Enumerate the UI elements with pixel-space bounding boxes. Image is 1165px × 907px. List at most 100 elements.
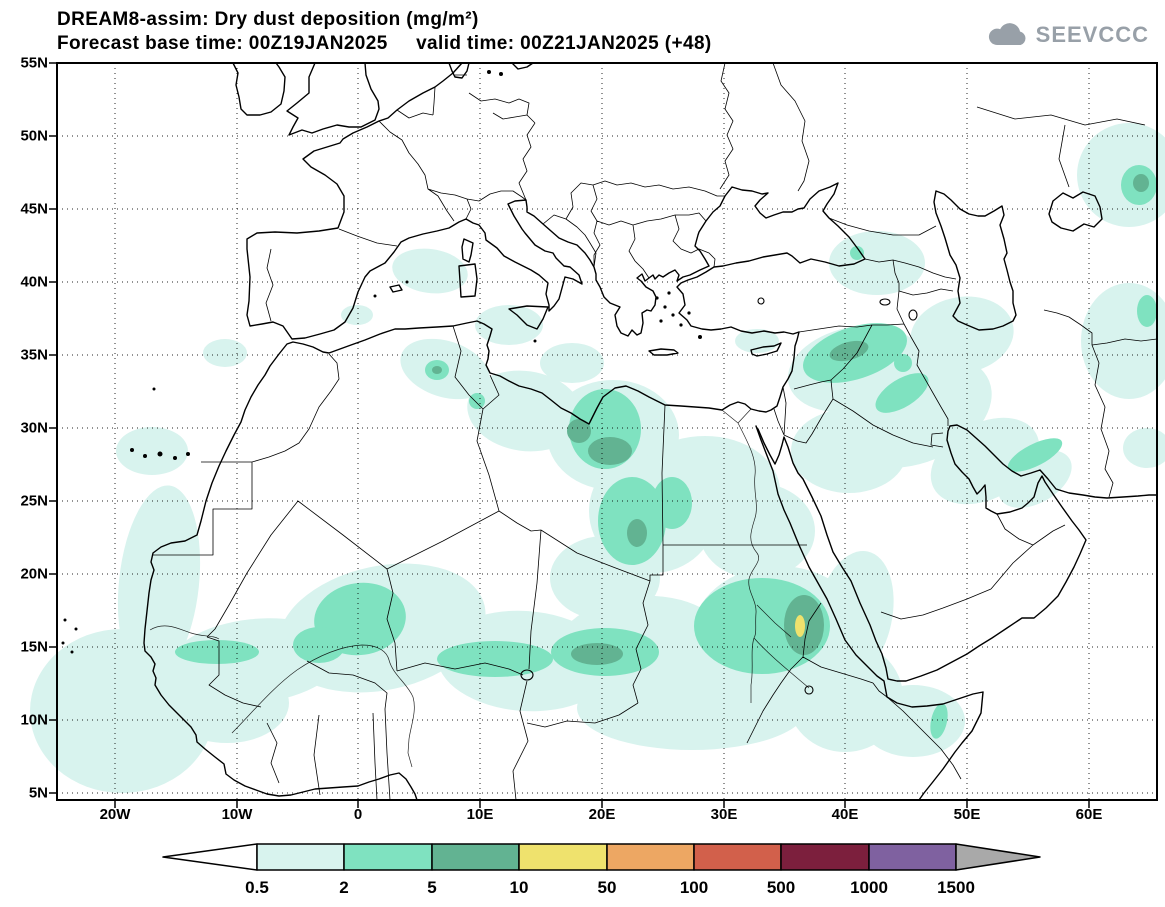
colorbar-segment — [256, 843, 345, 871]
lake-van — [879, 298, 891, 306]
menorca-island — [405, 280, 409, 284]
lon-axis-label: 10E — [466, 806, 494, 823]
cape-verde-island — [63, 618, 67, 622]
madeira-island — [152, 387, 156, 391]
colorbar-label: 100 — [679, 878, 709, 897]
colorbar-segment — [343, 843, 433, 871]
danish-island — [499, 72, 503, 76]
map-plot — [30, 62, 1165, 808]
colorbar-label: 0.5 — [245, 878, 269, 897]
colorbar-label: 50 — [597, 878, 617, 897]
colorbar-segment — [431, 843, 520, 871]
colorbar-segment — [518, 843, 608, 871]
page-title: DREAM8-assim: Dry dust deposition (mg/m²… — [57, 9, 479, 30]
lat-axis-label: 40N — [20, 273, 48, 291]
senegal-river — [149, 625, 220, 640]
lat-axis-label: 50N — [20, 127, 48, 145]
caucasus-borders — [828, 217, 957, 296]
corsica — [461, 238, 474, 263]
aegean-island — [667, 291, 671, 295]
colorbar-label: 1500 — [937, 878, 975, 897]
sardinia — [458, 263, 478, 298]
colorbar-right-arrow — [955, 843, 1041, 871]
cape-verde-island — [61, 641, 65, 645]
lon-axis-label: 20E — [588, 806, 616, 823]
colorbar-segment — [693, 843, 782, 871]
colorbar-label: 5 — [427, 878, 437, 897]
gridlines — [57, 63, 1157, 800]
caspian-sea — [933, 190, 1017, 331]
lat-axis-label: 55N — [20, 54, 48, 72]
lat-axis-label: 15N — [20, 638, 48, 656]
lat-axis-label: 25N — [20, 492, 48, 510]
seevccc-logo: SEEVCCC — [983, 20, 1149, 50]
cape-verde-island — [70, 650, 74, 654]
colorbar-label: 1000 — [850, 878, 888, 897]
red-sea-africa-coastline — [755, 425, 984, 801]
lake-chad — [520, 669, 534, 681]
lon-axis-label: 50E — [953, 806, 981, 823]
middle-east-borders — [773, 290, 1158, 620]
coastlines — [61, 62, 1158, 801]
ibiza-island — [373, 294, 377, 298]
colorbar-label: 10 — [509, 878, 529, 897]
lat-axis-label: 45N — [20, 200, 48, 218]
cape-verde-island — [74, 627, 78, 631]
country-borders — [153, 62, 1158, 801]
aegean-island — [663, 305, 667, 309]
lat-axis-label: 30N — [20, 419, 48, 437]
ireland — [232, 62, 286, 116]
aegean-island — [687, 311, 691, 315]
forecast-subtitle: Forecast base time: 00Z19JAN2025 valid t… — [57, 33, 712, 54]
colorbar-label: 2 — [339, 878, 349, 897]
balearic-islands — [389, 284, 403, 293]
aegean-island — [655, 296, 659, 300]
colorbar-segment — [868, 843, 957, 871]
lat-axis-label: 10N — [20, 711, 48, 729]
europe-africa-coastline — [143, 62, 866, 801]
lon-axis-label: 60E — [1075, 806, 1103, 823]
sicily — [508, 305, 549, 330]
lake-urmia — [908, 309, 918, 321]
canary-island — [130, 448, 134, 452]
logo-text: SEEVCCC — [1035, 22, 1149, 47]
dust-layer-10-50 — [795, 615, 805, 637]
lat-axis-label: 20N — [20, 565, 48, 583]
aral-sea — [1048, 191, 1103, 232]
colorbar-segment — [780, 843, 870, 871]
lon-axis-label: 10W — [221, 806, 253, 823]
canary-island — [173, 456, 177, 460]
nile-river — [721, 408, 810, 703]
colorbar: 0.5 2 5 10 50 100 500 1000 1500 — [150, 840, 1055, 906]
africa-borders — [153, 325, 962, 801]
denmark — [448, 62, 534, 79]
crete — [648, 348, 679, 356]
aegean-island — [671, 313, 675, 317]
lake-tuz — [757, 297, 765, 305]
aegean-island — [679, 323, 683, 327]
lat-axis-label: 35N — [20, 346, 48, 364]
colorbar-left-arrow — [162, 843, 258, 871]
lon-axis-label: 40E — [831, 806, 859, 823]
canary-island — [157, 451, 163, 457]
aegean-island — [659, 319, 663, 323]
lon-axis-label: 20W — [99, 806, 131, 823]
rhodes-island — [698, 335, 702, 339]
great-britain — [286, 62, 380, 136]
colorbar-segment — [606, 843, 695, 871]
lon-axis-label: 30E — [710, 806, 738, 823]
lat-axis-label: 5N — [28, 784, 48, 802]
dust-layer-5-10 — [432, 174, 1149, 665]
cloud-icon — [988, 23, 1026, 45]
canary-island — [143, 454, 147, 458]
lake-tana — [804, 685, 814, 695]
europe-borders — [265, 62, 1146, 322]
rivers — [149, 408, 810, 768]
lon-axis-label: 0 — [353, 806, 363, 823]
colorbar-label: 500 — [766, 878, 796, 897]
niger-river — [231, 644, 415, 768]
arabia-coastline — [757, 424, 1158, 682]
malta-island — [533, 339, 537, 343]
map-frame — [56, 62, 1158, 801]
axis-ticks — [49, 62, 1090, 808]
